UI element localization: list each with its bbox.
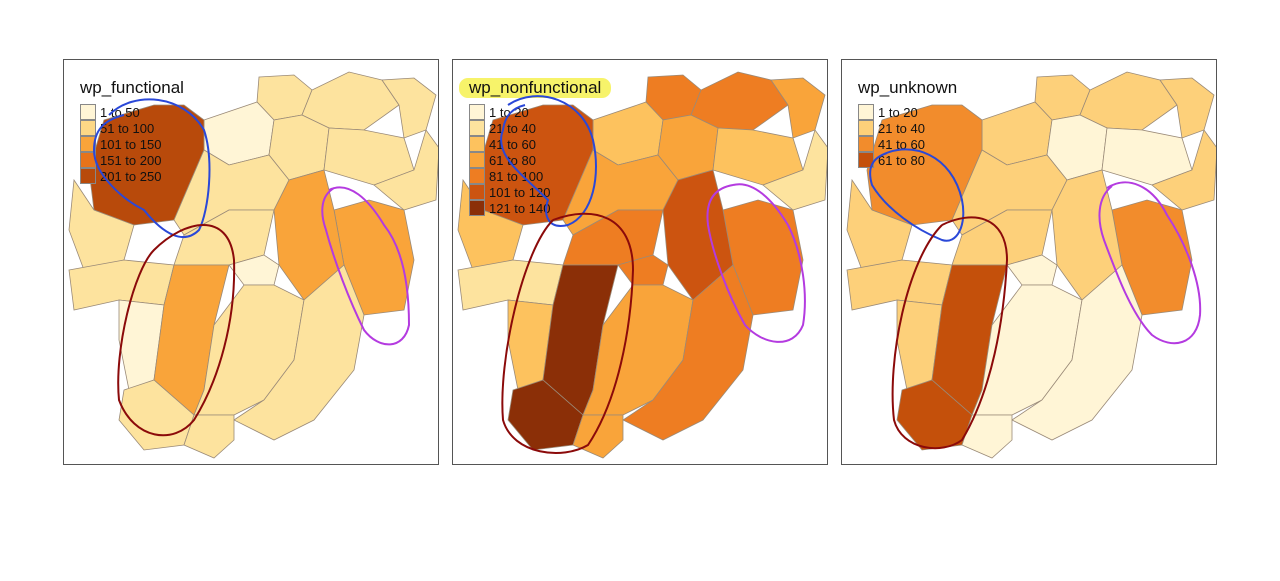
legend-row: 21 to 40 <box>469 120 611 136</box>
legend-swatch <box>80 120 96 136</box>
legend-label: 41 to 60 <box>489 136 536 152</box>
legend-label: 151 to 200 <box>100 152 162 168</box>
map-panel-nonfunctional: wp_nonfunctional 1 to 20 21 to 40 41 to … <box>452 59 828 465</box>
legend-row: 1 to 20 <box>858 104 957 120</box>
region-north-west <box>981 101 1053 166</box>
legend-swatch <box>858 152 874 168</box>
legend-swatch <box>80 152 96 168</box>
legend-title-highlighted: wp_nonfunctional <box>459 78 612 98</box>
legend-label: 81 to 100 <box>489 168 544 184</box>
legend-row: 101 to 120 <box>469 184 611 200</box>
legend-swatch <box>469 200 485 216</box>
legend-swatch <box>858 120 874 136</box>
legend-label: 201 to 250 <box>100 168 162 184</box>
legend-row: 61 to 80 <box>858 152 957 168</box>
legend-label: 41 to 60 <box>878 136 925 152</box>
map-panel-unknown: wp_unknown 1 to 20 21 to 40 41 to 60 61 … <box>841 59 1217 465</box>
region-north-west <box>203 101 275 166</box>
legend-swatch <box>469 120 485 136</box>
legend-swatch <box>80 104 96 120</box>
legend-row: 81 to 100 <box>469 168 611 184</box>
legend-row: 41 to 60 <box>858 136 957 152</box>
legend-row: 101 to 150 <box>80 136 184 152</box>
legend-label: 121 to 140 <box>489 200 551 216</box>
map-legend: wp_unknown 1 to 20 21 to 40 41 to 60 61 … <box>858 78 957 168</box>
legend-row: 151 to 200 <box>80 152 184 168</box>
legend-row: 21 to 40 <box>858 120 957 136</box>
map-panel-functional: wp_functional 1 to 50 51 to 100 101 to 1… <box>63 59 439 465</box>
map-legend: wp_nonfunctional 1 to 20 21 to 40 41 to … <box>459 78 612 216</box>
legend-label: 1 to 50 <box>100 104 140 120</box>
legend-label: 1 to 20 <box>878 104 918 120</box>
legend-label: 101 to 150 <box>100 136 162 152</box>
region-south <box>572 414 624 459</box>
legend-title: wp_unknown <box>858 78 958 97</box>
region-south <box>183 414 235 459</box>
legend-label: 101 to 120 <box>489 184 551 200</box>
legend-row: 121 to 140 <box>469 200 611 216</box>
legend-label: 21 to 40 <box>489 120 536 136</box>
legend-row: 1 to 50 <box>80 104 184 120</box>
legend-row: 61 to 80 <box>469 152 611 168</box>
legend-title: wp_functional <box>80 78 184 97</box>
legend-label: 21 to 40 <box>878 120 925 136</box>
region-south <box>961 414 1013 459</box>
legend-swatch <box>858 136 874 152</box>
legend-swatch <box>80 136 96 152</box>
legend-row: 1 to 20 <box>469 104 611 120</box>
legend-label: 61 to 80 <box>878 152 925 168</box>
legend-label: 1 to 20 <box>489 104 529 120</box>
region-center-small <box>228 254 280 286</box>
map-legend: wp_functional 1 to 50 51 to 100 101 to 1… <box>80 78 184 184</box>
legend-label: 51 to 100 <box>100 120 155 136</box>
legend-label: 61 to 80 <box>489 152 536 168</box>
region-center-small <box>1006 254 1058 286</box>
legend-swatch <box>469 168 485 184</box>
legend-swatch <box>469 152 485 168</box>
legend-row: 51 to 100 <box>80 120 184 136</box>
legend-swatch <box>469 184 485 200</box>
legend-swatch <box>80 168 96 184</box>
legend-swatch <box>469 136 485 152</box>
legend-row: 201 to 250 <box>80 168 184 184</box>
legend-swatch <box>858 104 874 120</box>
legend-row: 41 to 60 <box>469 136 611 152</box>
legend-swatch <box>469 104 485 120</box>
